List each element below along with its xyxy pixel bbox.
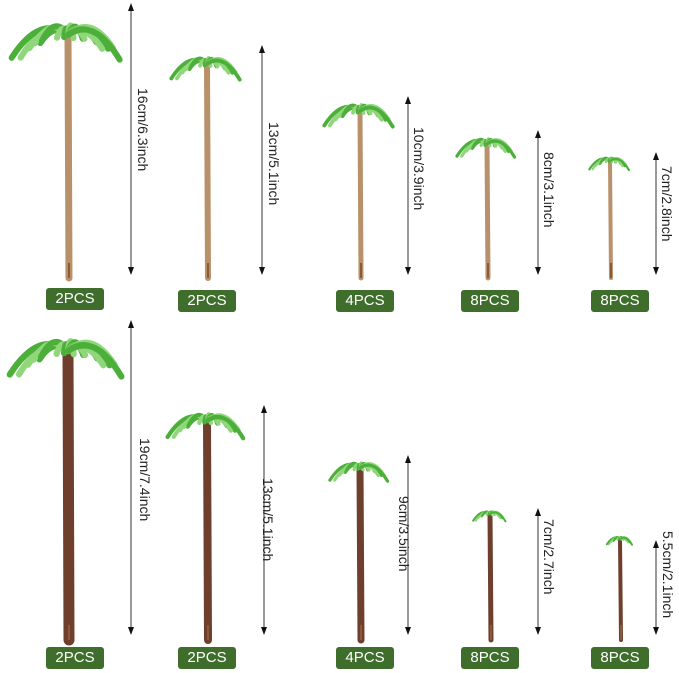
palm-trunk (357, 108, 364, 281)
arrow-up-icon (405, 455, 411, 463)
palm-frond (358, 463, 390, 483)
arrow-down-icon (128, 627, 134, 635)
arrow-down-icon (261, 627, 267, 635)
arrow-up-icon (653, 152, 659, 160)
palm-frond (65, 26, 123, 63)
arrow-up-icon (128, 3, 134, 11)
palm-trunk (487, 511, 494, 643)
quantity-badge: 8PCS (461, 647, 519, 669)
height-label: 13cm/5.1inch (260, 478, 276, 562)
arrow-up-icon (261, 405, 267, 413)
palm-frond (619, 536, 634, 546)
arrow-down-icon (653, 627, 659, 635)
arrow-up-icon (259, 45, 265, 53)
quantity-badge: 8PCS (591, 290, 649, 312)
palm-trunk (203, 417, 212, 644)
quantity-badge: 8PCS (461, 290, 519, 312)
arrow-down-icon (405, 267, 411, 275)
height-label: 7cm/2.7inch (541, 519, 557, 595)
palm-trunk (64, 31, 73, 282)
arrow-up-icon (405, 96, 411, 104)
arrow-down-icon (128, 267, 134, 275)
quantity-badge: 2PCS (178, 290, 236, 312)
palm-trunk (618, 537, 623, 642)
palm-frond (358, 105, 395, 129)
arrow-down-icon (259, 267, 265, 275)
quantity-badge: 2PCS (46, 288, 104, 310)
palm-trunk (484, 141, 491, 281)
palm-trunk (62, 345, 75, 646)
palm-frond (64, 342, 125, 380)
palm-trunk (608, 159, 613, 280)
arrow-down-icon (653, 267, 659, 275)
height-label: 5.5cm/2.1inch (660, 531, 676, 619)
quantity-badge: 4PCS (336, 290, 394, 312)
height-label: 16cm/6.3inch (135, 88, 151, 172)
quantity-badge: 2PCS (178, 647, 236, 669)
height-label: 13cm/5.1inch (266, 122, 282, 206)
arrow-down-icon (535, 627, 541, 635)
palm-frond (204, 415, 246, 441)
quantity-badge: 8PCS (591, 647, 649, 669)
quantity-badge: 2PCS (46, 647, 104, 669)
palm-frond (205, 58, 242, 82)
height-label: 9cm/3.5inch (396, 496, 412, 572)
height-label: 10cm/3.9inch (411, 127, 427, 211)
height-label: 8cm/3.1inch (541, 152, 557, 228)
palm-frond (485, 139, 517, 159)
arrow-down-icon (405, 627, 411, 635)
quantity-badge: 4PCS (336, 647, 394, 669)
palm-trunk (356, 464, 365, 644)
palm-frond (608, 157, 631, 172)
arrow-up-icon (128, 320, 134, 328)
height-label: 7cm/2.8inch (659, 166, 675, 242)
arrow-up-icon (535, 130, 541, 138)
height-label: 19cm/7.4inch (137, 438, 153, 522)
arrow-up-icon (653, 540, 659, 548)
palm-frond (489, 511, 507, 523)
palm-trunk (204, 61, 211, 281)
arrow-up-icon (535, 508, 541, 516)
arrow-down-icon (535, 267, 541, 275)
